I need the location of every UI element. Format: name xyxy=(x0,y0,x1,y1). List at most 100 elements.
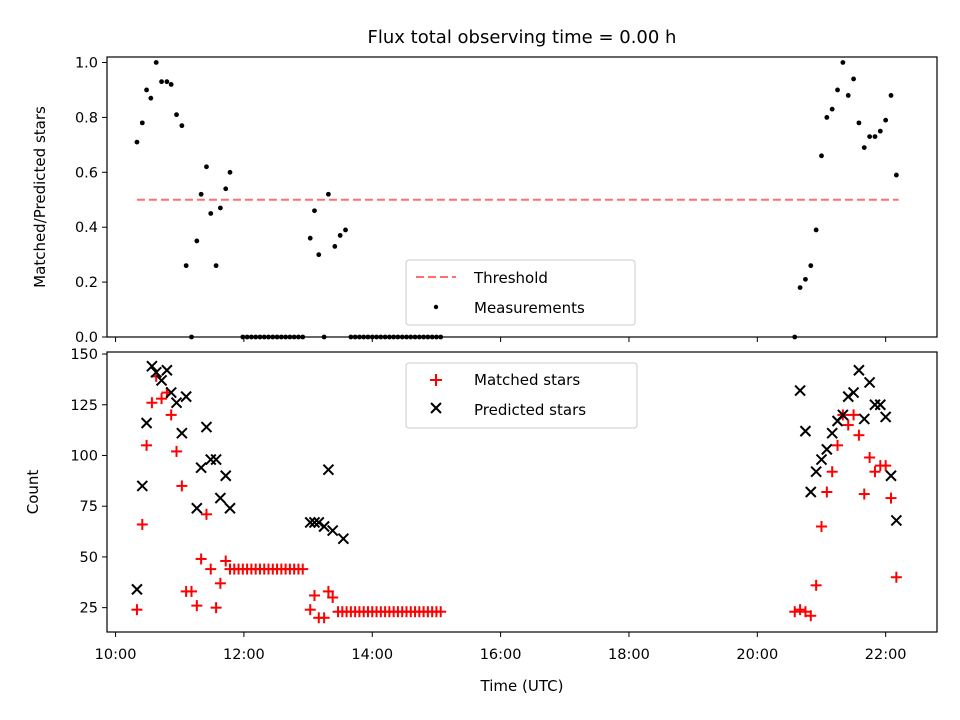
matched-star-point xyxy=(141,439,153,451)
measurement-point xyxy=(856,120,862,126)
predicted-star-point xyxy=(150,366,162,378)
measurement-point xyxy=(168,82,174,87)
x-tick-label: 12:00 xyxy=(223,647,265,663)
ratio-y-tick-label: 0.2 xyxy=(75,275,98,291)
measurement-point xyxy=(797,285,803,290)
measurement-point xyxy=(316,252,322,258)
predicted-star-point xyxy=(326,524,339,537)
matched-star-point xyxy=(210,602,222,614)
predicted-star-point xyxy=(214,492,227,504)
measurement-point xyxy=(835,87,840,93)
measurement-point xyxy=(883,117,889,123)
measurement-point xyxy=(134,139,140,145)
threshold-legend-label: Threshold xyxy=(473,269,548,287)
matched-star-point xyxy=(171,445,183,457)
x-tick-label: 16:00 xyxy=(480,647,522,663)
measurement-point xyxy=(808,263,814,269)
matched-star-point xyxy=(794,604,806,616)
predicted-star-point xyxy=(131,583,143,596)
measurement-point xyxy=(845,93,851,98)
x-tick-label: 20:00 xyxy=(736,647,778,663)
matched-star-point xyxy=(205,563,217,575)
measurement-point xyxy=(144,87,149,93)
predicted-star-point xyxy=(318,520,330,533)
matched-star-point xyxy=(318,612,330,624)
matched-star-point xyxy=(136,518,148,530)
measurement-point xyxy=(813,227,819,233)
count-panel-frame xyxy=(106,351,938,633)
matched-star-point xyxy=(890,571,902,583)
ratio-panel: 0.0 0.2 0.4 0.6 0.8 1.0 Matched/Predicted sta… xyxy=(31,55,938,346)
measurement-point xyxy=(851,76,856,82)
matched-star-point xyxy=(826,466,838,478)
ratio-y-tick-label: 0.8 xyxy=(75,110,98,126)
matched-star-point xyxy=(214,577,226,589)
predicted-star-point xyxy=(853,364,865,376)
measurement-point xyxy=(877,128,883,134)
chart-title: Flux total observing time = 0.00 h xyxy=(368,27,677,48)
matched-star-point xyxy=(864,452,876,464)
predicted-star-point xyxy=(220,470,232,482)
measurement-point xyxy=(343,227,348,233)
measurement-point xyxy=(824,114,830,120)
measurement-point xyxy=(819,153,824,159)
measurement-point xyxy=(888,93,894,98)
matched-star-point xyxy=(815,520,827,532)
matched-star-point xyxy=(165,409,177,421)
measurement-point xyxy=(867,134,873,140)
measurements-legend-label: Measurements xyxy=(474,299,585,317)
predicted-star-point xyxy=(308,516,321,529)
measurement-point xyxy=(198,191,204,197)
matched-star-point xyxy=(146,397,158,409)
predicted-star-point xyxy=(826,427,838,439)
predicted-star-point xyxy=(863,376,876,389)
ratio-y-axis-label: Matched/Predicted stars xyxy=(31,106,49,288)
measurement-point xyxy=(217,205,223,211)
matched-star-point xyxy=(156,393,168,405)
predicted-star-point xyxy=(805,486,817,498)
matched-star-point xyxy=(191,600,203,612)
ratio-plot-area xyxy=(134,60,899,340)
predicted-star-point xyxy=(200,421,213,433)
matched-star-point xyxy=(821,486,833,498)
matched-star-point xyxy=(848,409,860,421)
measurement-point xyxy=(829,106,835,112)
measurement-point xyxy=(803,276,808,282)
count-y-tick-label: 100 xyxy=(70,448,98,464)
matched-star-point xyxy=(842,419,854,431)
count-legend-box xyxy=(405,362,638,429)
measurement-point xyxy=(840,60,846,65)
matched-stars-legend-label: Matched stars xyxy=(474,371,580,389)
count-y-axis: 25 50 75 100 125 150 xyxy=(70,347,107,617)
measurement-point xyxy=(159,79,164,85)
count-y-tick-label: 25 xyxy=(80,601,98,617)
matched-star-point xyxy=(131,604,143,616)
ratio-y-tick-label: 1.0 xyxy=(75,55,98,71)
matched-star-point xyxy=(309,589,320,601)
predicted-star-point xyxy=(890,514,903,527)
measurement-point xyxy=(872,134,878,140)
count-panel: 25 50 75 100 125 150 10:00 12:00 14:00 16:00 18:0… xyxy=(24,347,938,695)
ratio-x-axis-ticks xyxy=(115,337,887,342)
matched-star-point xyxy=(832,439,844,451)
matched-star-point xyxy=(853,429,865,441)
predicted-star-point xyxy=(195,461,207,474)
matched-star-point xyxy=(185,585,197,597)
x-tick-label: 18:00 xyxy=(608,647,650,663)
matched-star-point xyxy=(869,466,881,478)
matched-star-point xyxy=(885,492,897,504)
measurement-point xyxy=(204,164,209,170)
count-y-tick-label: 50 xyxy=(80,550,98,566)
predicted-star-point xyxy=(176,427,188,439)
predicted-star-point xyxy=(136,480,149,492)
predicted-star-point xyxy=(140,417,153,429)
measurement-point xyxy=(861,145,867,150)
predicted-star-point xyxy=(810,466,822,478)
measurement-point xyxy=(208,211,214,216)
matched-star-point xyxy=(327,592,339,604)
measurement-point xyxy=(183,263,189,269)
predicted-star-point xyxy=(794,384,806,397)
measurement-point xyxy=(312,208,317,214)
ratio-legend: Threshold Measurements xyxy=(405,259,636,326)
